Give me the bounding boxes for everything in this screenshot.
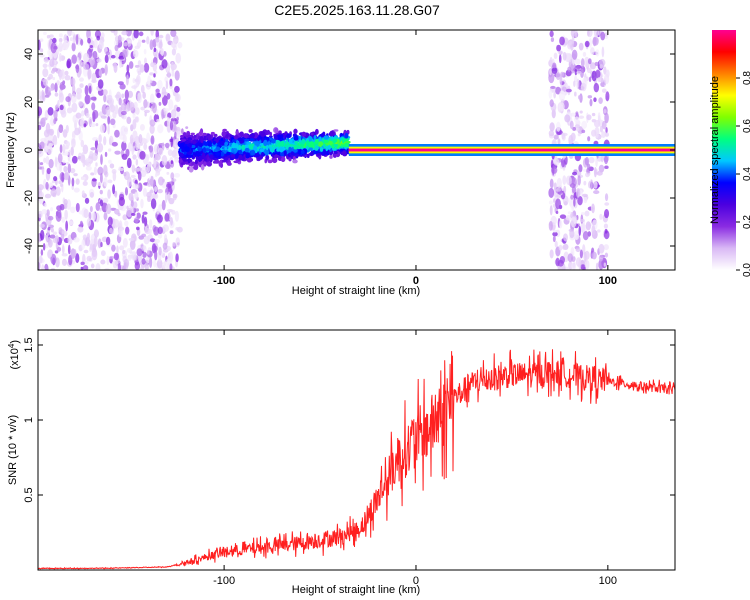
colorbar-ticks: 0.0 0.2 0.4 0.6 0.8 <box>736 71 750 277</box>
snr-y-tick-label: 1.5 <box>23 337 35 352</box>
spectrogram-x-tick-label: -100 <box>213 275 235 287</box>
colorbar-tick-label: 0.0 <box>742 263 750 277</box>
colorbar-label: Normalized spectral amplitude <box>709 76 721 224</box>
figure-title: C2E5.2025.163.11.28.G07 <box>274 2 440 18</box>
snr-x-tick-label: 100 <box>599 575 617 587</box>
spectrogram-y-ticks: -40 -20 0 20 40 <box>23 48 675 254</box>
snr-x-ticks: -100 0 100 <box>213 330 617 587</box>
snr-frame <box>37 329 676 571</box>
spectrogram-x-tick-label: 0 <box>413 275 419 287</box>
snr-y-tick-label: 0.5 <box>23 487 35 502</box>
colorbar-tick-label: 0.6 <box>742 119 750 133</box>
colorbar <box>712 30 736 270</box>
snr-y-ticks: 0.5 1 1.5 <box>23 337 675 503</box>
spectrogram-panel: -100 0 100 -40 -20 0 20 40 Height of straight … <box>5 29 750 297</box>
spectrogram-heatmap <box>38 30 675 270</box>
spectrogram-y-tick-label: 0 <box>23 147 35 153</box>
spectrogram-y-tick-label: 20 <box>23 96 35 108</box>
snr-x-tick-label: -100 <box>213 575 235 587</box>
spectrogram-x-tick-label: 100 <box>599 275 617 287</box>
snr-x-tick-label: 0 <box>413 575 419 587</box>
snr-y-label: SNR (10 * v/v) <box>7 415 19 485</box>
colorbar-tick-label: 0.8 <box>742 71 750 85</box>
spectrogram-x-label: Height of straight line (km) <box>292 285 420 297</box>
spectrogram-x-ticks: -100 0 100 <box>213 30 617 287</box>
colorbar-tick-label: 0.4 <box>742 167 750 181</box>
snr-series-line <box>38 349 675 570</box>
spectrogram-y-tick-label: -40 <box>23 238 35 254</box>
spectrogram-y-tick-label: 40 <box>23 48 35 60</box>
snr-x-label: Height of straight line (km) <box>292 584 420 596</box>
snr-y-tick-label: 1 <box>23 417 35 423</box>
snr-scale-label: (x104) <box>7 340 21 370</box>
snr-panel: -100 0 100 0.5 1 1.5 Height of straight line… <box>7 329 676 596</box>
spectrogram-y-label: Frequency (Hz) <box>5 112 17 188</box>
colorbar-tick-label: 0.2 <box>742 215 750 229</box>
spectrogram-y-tick-label: -20 <box>23 190 35 206</box>
